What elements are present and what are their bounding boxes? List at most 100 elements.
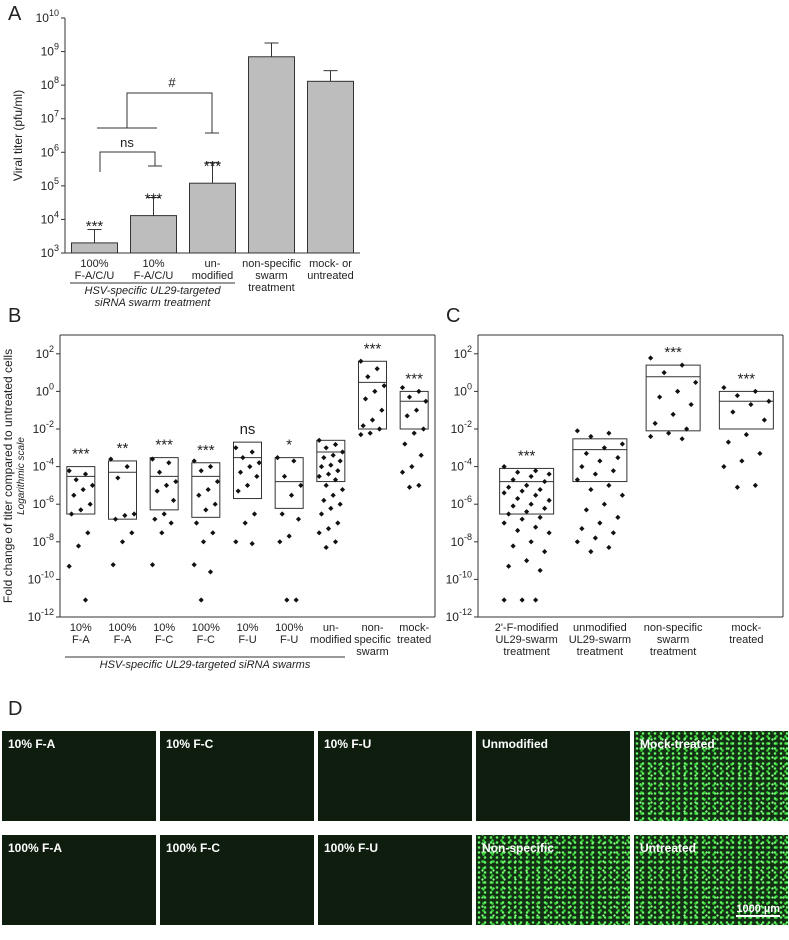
point	[358, 358, 364, 364]
point	[542, 549, 548, 555]
point	[332, 477, 339, 483]
point	[159, 530, 165, 536]
point	[423, 398, 429, 404]
point	[358, 432, 364, 438]
point	[254, 473, 260, 480]
point	[372, 388, 378, 394]
point	[519, 516, 525, 522]
box	[274, 457, 304, 509]
x-tick-line: swarm	[657, 634, 689, 646]
significance: ***	[364, 340, 382, 357]
tick-base: 10	[41, 212, 55, 226]
point	[406, 484, 413, 490]
point	[284, 597, 290, 603]
point	[249, 541, 255, 547]
x-tick-line: F-C	[155, 634, 173, 646]
point	[657, 394, 663, 400]
point	[89, 482, 96, 488]
tick-base: 10	[33, 497, 47, 511]
tick-exponent: 0	[49, 381, 54, 391]
y-axis-label: Fold change of titer compared to untreat…	[1, 349, 15, 603]
tick-base: 10	[36, 347, 50, 361]
x-tick-line: mock-	[731, 622, 761, 634]
y-tick-label: 1010	[36, 8, 59, 25]
point	[298, 482, 304, 488]
point	[601, 445, 607, 451]
point	[381, 383, 387, 389]
y-tick-label: 109	[41, 42, 59, 59]
point	[679, 436, 685, 442]
x-tick-label: 10% F-A/C/U	[134, 258, 174, 282]
point	[409, 464, 415, 470]
tick-base: 10	[28, 610, 42, 624]
point	[675, 388, 681, 394]
point	[524, 558, 530, 564]
point	[506, 484, 512, 490]
box	[399, 390, 429, 430]
x-tick-line: F-A/C/U	[134, 270, 174, 282]
point	[615, 455, 621, 461]
point	[688, 401, 694, 408]
tick-exponent: 0	[467, 381, 472, 391]
point	[321, 455, 327, 461]
x-tick-line: 100%	[192, 622, 220, 634]
y-tick-label: 100	[454, 381, 472, 398]
point	[339, 486, 346, 493]
bar	[248, 56, 295, 254]
point	[212, 501, 218, 507]
point	[533, 468, 539, 474]
point	[279, 511, 285, 517]
point	[274, 455, 281, 461]
tick-exponent: 10	[49, 8, 59, 18]
point	[82, 597, 89, 603]
point	[149, 562, 156, 568]
brackets	[97, 92, 219, 172]
y-tick-label: 10-6	[451, 494, 472, 511]
micrograph: 10% F-U	[318, 731, 472, 821]
bar	[189, 182, 236, 254]
point	[328, 462, 334, 468]
y-tick-label: 10-2	[451, 419, 472, 436]
tick-base: 10	[446, 572, 460, 586]
x-tick-line: F-A/C/U	[75, 270, 115, 282]
tick-exponent: -12	[41, 607, 54, 617]
point	[743, 432, 749, 438]
x-tick-label: un-modified	[192, 258, 234, 282]
point	[374, 366, 380, 372]
point	[87, 501, 93, 507]
tick-exponent: -2	[46, 419, 54, 429]
point	[606, 430, 612, 436]
tick-exponent: 8	[54, 75, 59, 85]
point	[332, 441, 339, 448]
point	[416, 482, 422, 488]
significance: ***	[86, 218, 104, 235]
x-tick-line: swarm	[255, 270, 287, 282]
point	[66, 563, 72, 569]
tick-base: 10	[41, 145, 55, 159]
point	[323, 482, 329, 488]
y-tick-label: 10-2	[33, 419, 54, 436]
significance: ***	[738, 370, 756, 387]
point	[328, 505, 334, 511]
point	[330, 452, 336, 458]
point	[413, 407, 420, 413]
point	[501, 520, 507, 526]
point	[152, 516, 158, 522]
point	[533, 597, 539, 603]
point	[519, 488, 525, 494]
tick-base: 10	[451, 460, 465, 474]
tick-base: 10	[451, 535, 465, 549]
annotation: ns	[120, 135, 134, 150]
x-tick-label: 100% F-A/C/U	[75, 258, 115, 282]
point	[399, 384, 406, 391]
point	[404, 413, 410, 419]
point	[592, 471, 598, 477]
tick-base: 10	[451, 497, 465, 511]
point	[579, 526, 585, 532]
image-label: 10% F-A	[8, 737, 56, 751]
point	[515, 527, 521, 534]
point	[316, 530, 322, 536]
point	[537, 567, 543, 574]
x-tick-line: treatment	[503, 646, 549, 658]
